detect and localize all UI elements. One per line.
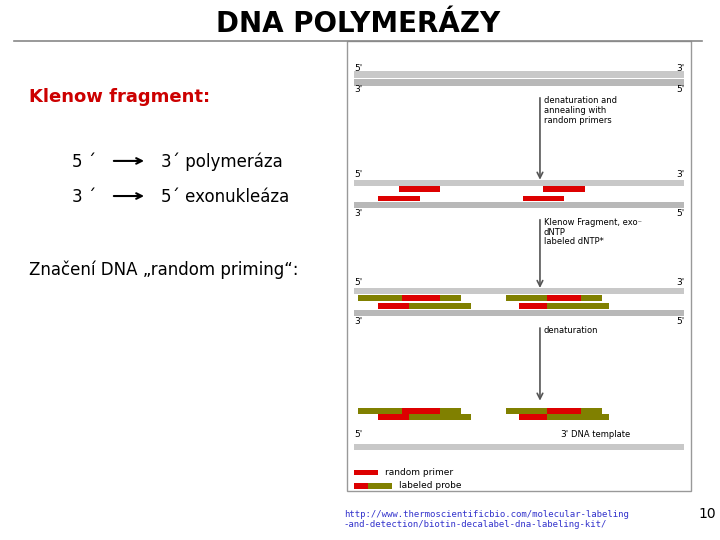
- Text: 3': 3': [354, 317, 363, 326]
- Text: random primers: random primers: [544, 116, 611, 125]
- FancyBboxPatch shape: [519, 303, 608, 309]
- FancyBboxPatch shape: [379, 303, 471, 309]
- Text: 3': 3': [561, 430, 569, 439]
- Text: dNTP: dNTP: [544, 228, 565, 237]
- Text: annealing with: annealing with: [544, 106, 606, 115]
- Text: 5': 5': [676, 317, 685, 326]
- Text: 3 ´: 3 ´: [71, 188, 96, 206]
- FancyBboxPatch shape: [358, 408, 461, 414]
- FancyBboxPatch shape: [354, 470, 379, 475]
- FancyBboxPatch shape: [402, 408, 440, 414]
- FancyBboxPatch shape: [519, 303, 547, 309]
- Text: 5': 5': [354, 430, 363, 439]
- FancyBboxPatch shape: [523, 196, 564, 201]
- FancyBboxPatch shape: [379, 414, 409, 420]
- FancyBboxPatch shape: [379, 303, 409, 309]
- Text: 3': 3': [676, 170, 685, 179]
- Text: 5': 5': [676, 208, 685, 218]
- Text: labeled probe: labeled probe: [399, 482, 462, 490]
- Text: 5´ exonukleáza: 5´ exonukleáza: [161, 188, 289, 206]
- FancyBboxPatch shape: [354, 483, 392, 489]
- FancyBboxPatch shape: [358, 295, 461, 301]
- FancyBboxPatch shape: [354, 71, 685, 78]
- Text: DNA POLYMERÁZY: DNA POLYMERÁZY: [216, 10, 500, 38]
- FancyBboxPatch shape: [519, 414, 608, 420]
- FancyBboxPatch shape: [379, 414, 471, 420]
- FancyBboxPatch shape: [354, 180, 685, 186]
- Text: 5': 5': [676, 85, 685, 93]
- FancyBboxPatch shape: [354, 310, 685, 316]
- Text: 5': 5': [354, 64, 363, 73]
- Text: Klenow Fragment, exo⁻: Klenow Fragment, exo⁻: [544, 218, 642, 227]
- FancyBboxPatch shape: [399, 186, 440, 192]
- Text: DNA template: DNA template: [571, 430, 630, 439]
- FancyBboxPatch shape: [354, 288, 685, 294]
- Text: denaturation and: denaturation and: [544, 96, 616, 105]
- Text: labeled dNTP*: labeled dNTP*: [544, 237, 603, 246]
- FancyBboxPatch shape: [354, 202, 685, 208]
- Text: 3´ polymeráza: 3´ polymeráza: [161, 153, 283, 171]
- Text: Klenow fragment:: Klenow fragment:: [29, 88, 210, 106]
- Text: 3': 3': [676, 64, 685, 73]
- Text: 3': 3': [676, 278, 685, 287]
- Text: -and-detection/biotin-decalabel-dna-labeling-kit/: -and-detection/biotin-decalabel-dna-labe…: [344, 521, 607, 529]
- Text: 5': 5': [354, 278, 363, 287]
- Text: http://www.thermoscientificbio.com/molecular-labeling: http://www.thermoscientificbio.com/molec…: [344, 510, 629, 518]
- FancyBboxPatch shape: [505, 408, 602, 414]
- FancyBboxPatch shape: [505, 295, 602, 301]
- FancyBboxPatch shape: [547, 295, 581, 301]
- FancyBboxPatch shape: [354, 483, 368, 489]
- Text: 5 ´: 5 ´: [71, 153, 96, 171]
- Text: 10: 10: [698, 507, 716, 521]
- Text: random primer: random primer: [385, 468, 454, 477]
- FancyBboxPatch shape: [379, 196, 420, 201]
- Text: 3': 3': [354, 208, 363, 218]
- FancyBboxPatch shape: [547, 408, 581, 414]
- Text: Značení DNA „random priming“:: Značení DNA „random priming“:: [29, 261, 298, 279]
- FancyBboxPatch shape: [544, 186, 585, 192]
- FancyBboxPatch shape: [402, 295, 440, 301]
- Text: denaturation: denaturation: [544, 326, 598, 335]
- Text: 5': 5': [354, 170, 363, 179]
- FancyBboxPatch shape: [354, 444, 685, 450]
- Text: 3': 3': [354, 85, 363, 93]
- FancyBboxPatch shape: [519, 414, 547, 420]
- FancyBboxPatch shape: [354, 79, 685, 86]
